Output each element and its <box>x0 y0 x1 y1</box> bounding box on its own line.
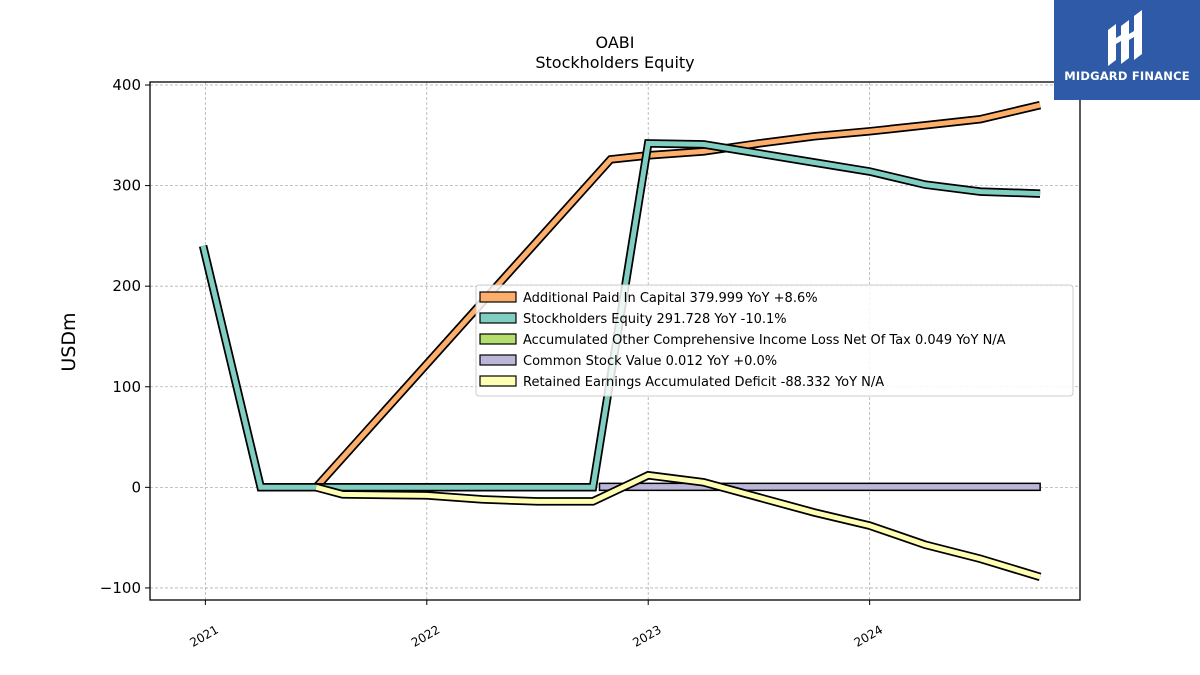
series-additional-paid-in-capital <box>312 100 1042 491</box>
series-line <box>314 102 1041 489</box>
y-tick-label: 100 <box>112 378 141 396</box>
y-tick-label: 0 <box>131 478 141 496</box>
series-layer <box>198 100 1042 581</box>
chart-subtitle: Stockholders Equity <box>535 53 694 72</box>
legend: Additional Paid In Capital 379.999 YoY +… <box>475 284 1074 397</box>
legend-entry: Accumulated Other Comprehensive Income L… <box>523 333 1006 348</box>
x-tick-label: 2022 <box>409 622 442 649</box>
legend-frame <box>475 284 1074 397</box>
legend-entry: Additional Paid In Capital 379.999 YoY +… <box>523 291 818 306</box>
y-tick-label: −100 <box>100 579 141 597</box>
x-tick-label: 2024 <box>852 622 885 649</box>
legend-swatch <box>479 354 517 366</box>
legend-entry: Stockholders Equity 291.728 YoY -10.1% <box>523 312 787 327</box>
series-line <box>200 140 1041 490</box>
legend-entry: Common Stock Value 0.012 YoY +0.0% <box>523 354 777 369</box>
midgard-finance-logo: MIDGARD FINANCE <box>1054 0 1200 100</box>
y-axis-label: USDm <box>58 312 80 371</box>
legend-swatch <box>479 333 517 345</box>
legend-swatch <box>479 375 517 387</box>
y-tick-label: 400 <box>112 76 141 94</box>
chart-title: OABI <box>596 33 635 52</box>
series-line <box>598 482 1041 492</box>
y-tick-label: 300 <box>112 177 141 195</box>
series-stockholders-equity <box>198 139 1041 492</box>
legend-entry: Retained Earnings Accumulated Deficit -8… <box>523 375 884 390</box>
logo-text: MIDGARD FINANCE <box>1064 69 1190 83</box>
plot-frame <box>149 81 1081 601</box>
midgard-logo-icon <box>1108 10 1142 66</box>
series-line <box>315 472 1041 580</box>
series-common-stock-value <box>598 482 1041 492</box>
x-tick-label: 2021 <box>187 622 220 649</box>
y-tick-label: 200 <box>112 277 141 295</box>
legend-swatch <box>479 291 517 303</box>
legend-swatch <box>479 312 517 324</box>
x-tick-label: 2023 <box>630 622 663 649</box>
series-retained-earnings-accumulated-deficit <box>315 470 1042 581</box>
